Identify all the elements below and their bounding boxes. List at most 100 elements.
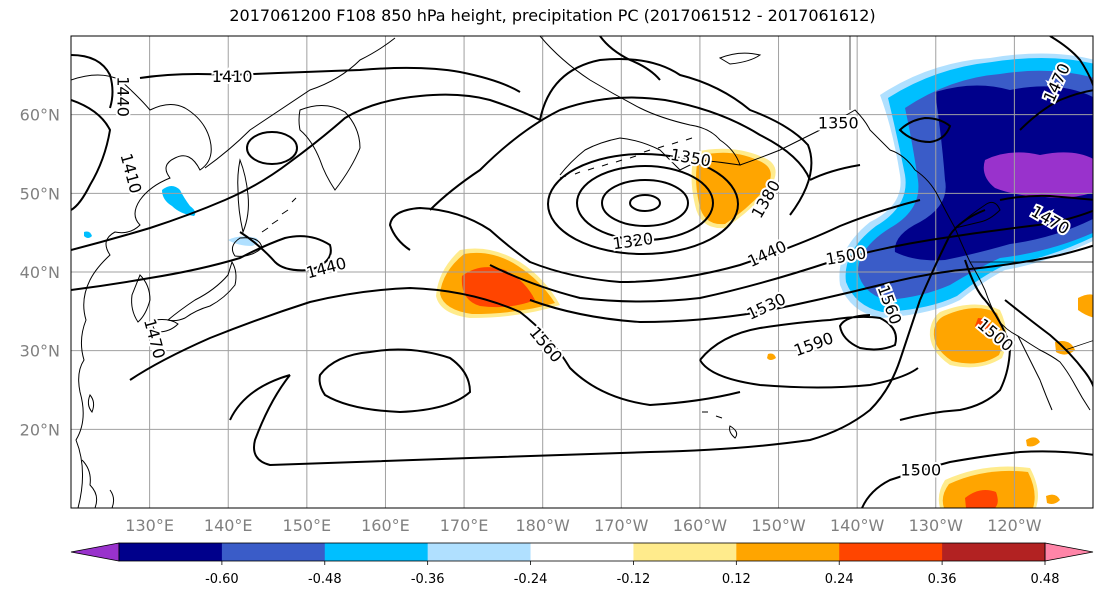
contour-line	[576, 165, 714, 241]
colorbar-tick-label: 0.36	[928, 572, 957, 587]
colorbar-tick-label: -0.12	[617, 572, 651, 587]
colorbar-tick-label: 0.48	[1031, 572, 1060, 587]
colorbar-segment	[839, 543, 943, 561]
contour-line	[1004, 299, 1093, 389]
lon-tick-label: 130°E	[125, 516, 174, 535]
colorbar-segment	[942, 543, 1046, 561]
lon-tick-label: 150°E	[283, 516, 332, 535]
lat-lon-grid	[71, 36, 1093, 508]
contour-label: 1410	[212, 67, 253, 86]
height-contours	[71, 36, 1093, 508]
lon-tick-label: 160°E	[361, 516, 410, 535]
precip-area	[1078, 294, 1093, 318]
contour-label: 1590	[791, 328, 836, 360]
colorbar-segment	[427, 543, 532, 561]
contour-label: 1350	[818, 114, 859, 133]
contour-label: 1470	[140, 316, 169, 360]
lat-axis-labels: 60°N 50°N 40°N 30°N 20°N	[20, 106, 60, 440]
colorbar-tick-label: 0.12	[722, 572, 751, 587]
colorbar-segment	[736, 543, 840, 561]
coastline	[71, 74, 212, 508]
lat-tick-label: 60°N	[20, 106, 60, 125]
colorbar-extend-high	[1044, 542, 1094, 562]
colorbar-segment	[221, 543, 326, 561]
lat-tick-label: 20°N	[20, 420, 60, 439]
contour-line	[861, 450, 1093, 508]
contour-line	[129, 286, 741, 407]
colorbar-segment	[324, 543, 429, 561]
lon-tick-label: 130°W	[909, 516, 964, 535]
contour-label: 1440	[114, 76, 133, 117]
contour-line	[899, 259, 1012, 421]
lon-axis-labels: 130°E 140°E 150°E 160°E 170°E 180°W 170°W 160°W…	[125, 516, 1041, 535]
coastline	[231, 237, 263, 257]
coastline	[539, 36, 916, 176]
colorbar-segment	[633, 543, 737, 561]
lon-tick-label: 140°W	[830, 516, 885, 535]
precip-area	[767, 353, 776, 360]
lat-tick-label: 30°N	[20, 342, 60, 361]
map-frame	[70, 35, 1094, 509]
contour-line	[71, 99, 112, 211]
coastline	[954, 201, 1001, 229]
lon-tick-label: 170°W	[594, 516, 649, 535]
lat-tick-label: 40°N	[20, 263, 60, 282]
contour-label: 1500	[900, 461, 941, 480]
coastline	[718, 52, 762, 65]
contour-line	[1019, 89, 1093, 131]
contour-label: 1440	[304, 253, 348, 282]
coastline	[87, 394, 95, 413]
contour-line	[547, 153, 739, 255]
contour-line	[919, 209, 986, 301]
precip-area	[1046, 494, 1060, 504]
colorbar-segment	[119, 543, 223, 561]
contour-line	[529, 244, 1093, 324]
contour-label: 1530	[744, 289, 789, 323]
coastline	[1017, 335, 1053, 411]
coastline	[298, 105, 361, 191]
colorbar-tick-label: -0.36	[411, 572, 445, 587]
colorbar-extend-low	[70, 542, 120, 562]
colorbar: -0.60 -0.48 -0.36 -0.24 -0.12 0.12 0.24 0.36 0.4…	[70, 542, 1094, 587]
coastline	[237, 158, 249, 234]
lat-tick-label: 50°N	[20, 184, 60, 203]
contour-line	[1049, 36, 1093, 88]
contour-line	[599, 36, 661, 81]
precip-area	[965, 490, 998, 508]
precip-area	[162, 186, 196, 216]
precip-area	[84, 231, 92, 238]
colorbar-tick-label: 0.24	[825, 572, 854, 587]
lon-tick-label: 160°W	[673, 516, 728, 535]
contour-label: 1350	[669, 145, 712, 171]
contour-line	[699, 359, 919, 389]
contour-label: 1440	[745, 237, 790, 271]
lon-tick-label: 170°E	[440, 516, 489, 535]
coastline	[81, 459, 115, 508]
contour-line	[898, 116, 952, 144]
contour-line	[246, 131, 298, 165]
contour-line	[629, 194, 661, 212]
lon-tick-label: 120°W	[987, 516, 1042, 535]
lon-tick-label: 180°W	[516, 516, 571, 535]
precip-area	[983, 152, 1093, 198]
contour-line	[71, 231, 332, 291]
contour-label: 1560	[525, 323, 566, 366]
lon-tick-label: 140°E	[204, 516, 253, 535]
colorbar-tick-label: -0.60	[205, 572, 239, 587]
contour-line	[71, 93, 541, 251]
lon-tick-label: 150°W	[751, 516, 806, 535]
coastline	[166, 260, 237, 322]
coastline	[152, 319, 179, 333]
colorbar-frame	[118, 542, 1046, 562]
page-title: 2017061200 F108 850 hPa height, precipit…	[229, 6, 876, 25]
coastline	[131, 274, 151, 323]
border	[849, 36, 1093, 351]
contour-line	[139, 66, 521, 93]
contour-line	[539, 58, 813, 216]
contour-label: 1320	[611, 229, 654, 253]
precip-area	[975, 318, 991, 332]
contour-line	[229, 299, 921, 467]
coastline	[702, 411, 738, 439]
contour-line	[388, 199, 921, 284]
